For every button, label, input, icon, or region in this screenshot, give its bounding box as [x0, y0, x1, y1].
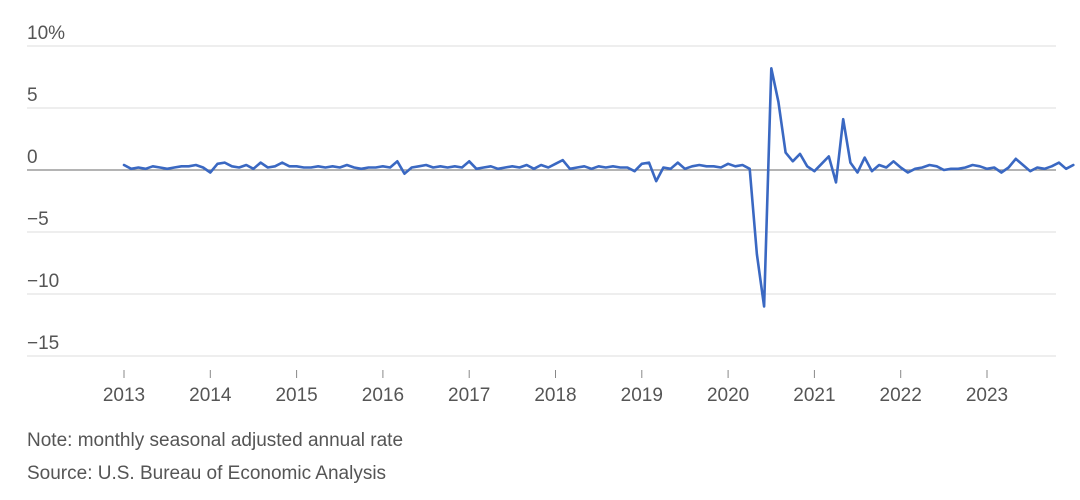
x-tick-label: 2014: [189, 385, 232, 406]
chart-svg: 10% 5 0 −5 −10 −15 2013 2014 2015 2016 2017 2018 201…: [27, 23, 1075, 406]
x-tick-label: 2017: [448, 385, 490, 406]
y-tick-label: −10: [27, 271, 59, 292]
chart-source: Source: U.S. Bureau of Economic Analysis: [27, 463, 387, 484]
x-tick-label: 2016: [362, 385, 404, 406]
y-tick-label: 10%: [27, 23, 65, 44]
chart-note: Note: monthly seasonal adjusted annual r…: [27, 430, 404, 451]
y-tick-label: 0: [27, 147, 38, 168]
x-tick-label: 2022: [880, 385, 922, 406]
y-tick-label: −5: [27, 209, 49, 230]
x-tick-label: 2019: [621, 385, 663, 406]
x-tick-label: 2013: [103, 385, 145, 406]
series-line: [122, 67, 1075, 308]
x-tick-label: 2020: [707, 385, 749, 406]
line-chart: 10% 5 0 −5 −10 −15 2013 2014 2015 2016 2017 2018 201…: [27, 23, 1075, 406]
x-tick-label: 2018: [534, 385, 576, 406]
x-tick-label: 2015: [275, 385, 317, 406]
x-tick-label: 2021: [793, 385, 835, 406]
y-tick-label: 5: [27, 85, 38, 106]
y-tick-label: −15: [27, 333, 59, 354]
x-tick-label: 2023: [966, 385, 1008, 406]
